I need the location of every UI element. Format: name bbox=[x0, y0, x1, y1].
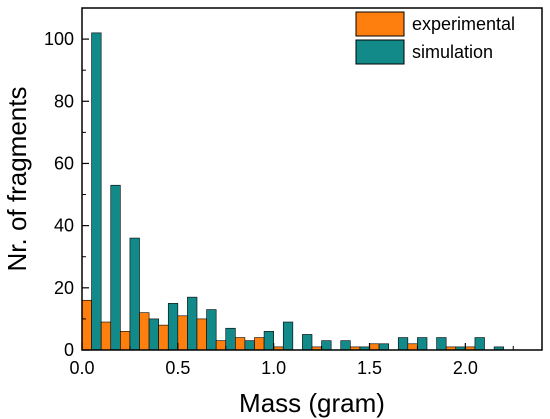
y-tick-label: 60 bbox=[54, 153, 74, 173]
bar-simulation-11 bbox=[302, 334, 313, 351]
bar-experimental-5 bbox=[177, 315, 188, 351]
bar-simulation-12 bbox=[321, 340, 332, 351]
bar-simulation-16 bbox=[397, 337, 409, 351]
bar-experimental-2 bbox=[120, 331, 131, 351]
bar-simulation-7 bbox=[225, 327, 236, 351]
y-tick-label: 80 bbox=[54, 91, 74, 111]
legend-label-simulation: simulation bbox=[412, 42, 493, 62]
legend-swatch-simulation bbox=[355, 39, 405, 65]
bar-simulation-5 bbox=[187, 296, 198, 351]
x-axis-ticks: 0.0 0.5 1.0 1.5 2.0 bbox=[69, 343, 514, 378]
legend-swatch-experimental bbox=[355, 11, 405, 37]
y-tick-label: 20 bbox=[54, 278, 74, 298]
bar-simulation-9 bbox=[263, 331, 274, 351]
bar-simulation-1 bbox=[110, 184, 121, 351]
bar-simulation-3 bbox=[148, 318, 159, 351]
x-tick-label: 2.0 bbox=[453, 358, 478, 378]
bar-simulation-8 bbox=[244, 340, 255, 351]
bar-simulation-20 bbox=[474, 337, 485, 351]
x-tick-label: 0.5 bbox=[165, 358, 190, 378]
bar-experimental-3 bbox=[139, 312, 150, 351]
legend-label-experimental: experimental bbox=[412, 14, 515, 34]
legend: experimental simulation bbox=[355, 11, 515, 65]
bar-experimental-7 bbox=[215, 340, 227, 351]
x-tick-label: 1.0 bbox=[261, 358, 286, 378]
x-tick-label: 0.0 bbox=[69, 358, 94, 378]
y-axis-title: Nr. of fragments bbox=[2, 87, 32, 272]
bar-simulation-13 bbox=[340, 340, 351, 351]
bar-experimental-8 bbox=[235, 337, 246, 351]
bar-simulation-6 bbox=[206, 309, 217, 351]
bar-simulation-15 bbox=[378, 343, 389, 351]
bar-simulation-0 bbox=[91, 32, 102, 351]
bar-simulation-18 bbox=[436, 337, 447, 351]
x-axis-title: Mass (gram) bbox=[239, 388, 385, 418]
bar-experimental-0 bbox=[81, 299, 92, 351]
plot-frame bbox=[81, 7, 543, 351]
bar-simulation-17 bbox=[417, 337, 428, 351]
bar-simulation-10 bbox=[282, 321, 294, 351]
y-axis-ticks: 0 20 40 60 80 100 bbox=[44, 29, 89, 360]
y-tick-label: 0 bbox=[64, 340, 74, 360]
bar-experimental-9 bbox=[254, 337, 265, 351]
y-tick-label: 100 bbox=[44, 29, 74, 49]
bar-experimental-6 bbox=[196, 318, 207, 351]
bar-simulation-2 bbox=[129, 237, 140, 351]
bar-simulation-4 bbox=[167, 303, 179, 351]
bar-experimental-1 bbox=[100, 321, 112, 351]
bar-experimental-17 bbox=[407, 343, 418, 351]
bar-experimental-4 bbox=[158, 324, 169, 351]
bars-group bbox=[81, 32, 504, 351]
y-tick-label: 40 bbox=[54, 216, 74, 236]
x-tick-label: 1.5 bbox=[357, 358, 382, 378]
bar-experimental-15 bbox=[369, 343, 380, 351]
